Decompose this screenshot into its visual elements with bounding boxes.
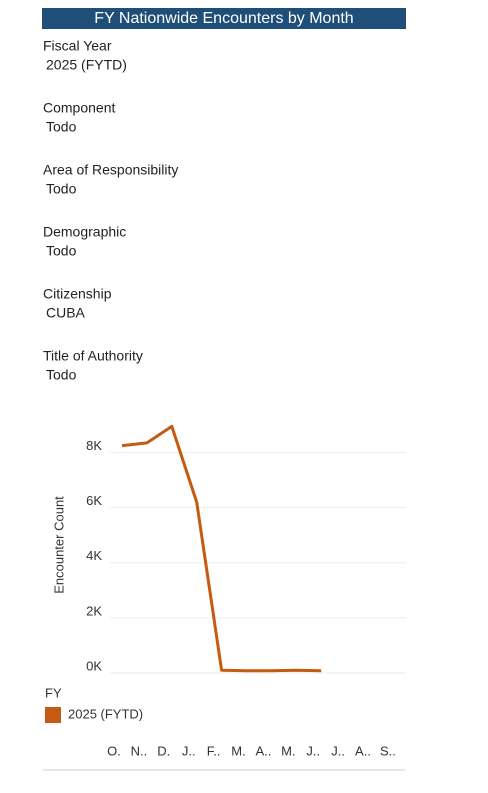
y-tick-label: 6K [86,493,102,508]
y-tick-label: 8K [86,438,102,453]
x-tick-label: J.. [182,743,196,758]
legend-swatch [45,707,61,723]
legend-title: FY [45,685,62,700]
filter-label: Demographic [43,224,126,240]
filter-label: Citizenship [43,286,112,302]
filter-value: 2025 (FYTD) [46,57,127,73]
series-line [121,424,322,673]
x-tick-label: M. [281,743,295,758]
x-tick-label: N.. [131,743,148,758]
x-tick-label: A.. [255,743,271,758]
y-tick-label: 0K [86,658,102,673]
title: FY Nationwide Encounters by Month [94,10,353,27]
x-tick-label: A.. [355,743,371,758]
filter-value: CUBA [46,305,86,321]
x-tick-label: F.. [207,743,221,758]
filter-label: Title of Authority [43,348,143,364]
x-tick-label: D. [157,743,170,758]
title-banner [42,8,406,29]
x-tick-label: M. [231,743,245,758]
filter-value: Todo [46,181,77,197]
filter-value: Todo [46,119,77,135]
y-axis-label: Encounter Count [51,496,66,594]
filter-label: Component [43,100,115,116]
x-tick-label: J.. [331,743,345,758]
filter-label: Area of Responsibility [43,162,178,178]
filter-label: Fiscal Year [43,38,112,54]
legend-label: 2025 (FYTD) [68,706,143,721]
y-tick-label: 2K [86,603,102,618]
x-tick-label: J.. [306,743,320,758]
filter-value: Todo [46,243,77,259]
filter-value: Todo [46,367,77,383]
y-tick-label: 4K [86,548,102,563]
x-tick-label: S.. [380,743,396,758]
x-tick-label: O. [107,743,121,758]
